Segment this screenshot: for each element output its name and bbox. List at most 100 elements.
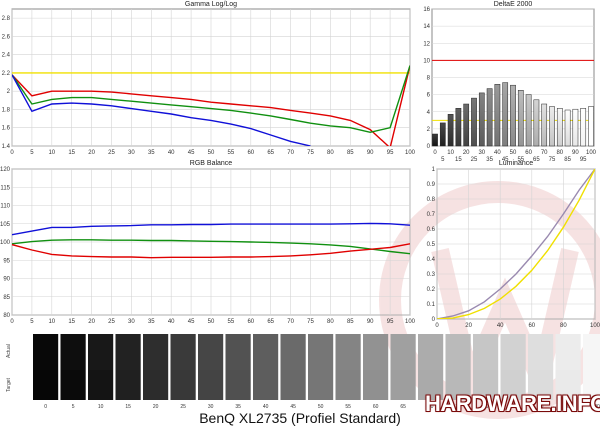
gamma-xtick-label: 60 [247, 150, 254, 156]
luminance-xtick-label: 20 [465, 323, 472, 329]
rgb-xtick-label: 60 [247, 319, 254, 325]
luminance-xtick-label: 0 [435, 323, 439, 329]
deltae-bar [439, 122, 446, 147]
rgb-xtick-label: 65 [267, 319, 274, 325]
deltae-xtick-label: 80 [556, 150, 563, 156]
gamma-ytick-label: 2.8 [2, 16, 11, 22]
deltae-bar [432, 133, 438, 147]
deltae-bar [517, 90, 524, 147]
grayscale-strip: Actual Target 0 5 10 15 20 25 30 35 40 45 50 55 60 65… [6, 334, 600, 410]
gamma-xtick-label: 80 [327, 150, 334, 156]
rgb-ytick-label: 105 [0, 222, 11, 228]
grayscale-actual-swatch [473, 334, 499, 370]
deltae-xtick-label-odd: 25 [471, 157, 478, 163]
deltae-bar [463, 103, 470, 147]
grayscale-actual-swatch [390, 334, 416, 370]
grayscale-label: 30 [208, 404, 214, 410]
gamma-ytick-label: 2 [7, 89, 11, 95]
rgb-xtick-label: 100 [405, 319, 416, 325]
deltae-xtick-label: 50 [510, 150, 517, 156]
rgb-xtick-label: 35 [148, 319, 155, 325]
rgb-xtick-label: 90 [367, 319, 374, 325]
grayscale-label: 70 [428, 404, 434, 410]
gamma-xtick-label: 55 [228, 150, 235, 156]
luminance-xtick-label: 80 [560, 323, 567, 329]
luminance-ytick-label: 0.8 [427, 197, 436, 203]
rgb-xtick-label: 70 [287, 319, 294, 325]
gamma-ytick-label: 1.4 [2, 144, 11, 150]
deltae-xtick-label-odd: 15 [455, 157, 462, 163]
grayscale-target-swatch [198, 370, 224, 400]
deltae-xtick-label: 70 [541, 150, 548, 156]
deltae-xtick-label: 20 [463, 150, 470, 156]
deltae-bar [494, 84, 501, 147]
gamma-xtick-label: 20 [88, 150, 95, 156]
grayscale-actual-swatch [33, 334, 59, 370]
luminance-title: Luminance [499, 160, 533, 167]
gamma-title: Gamma Log/Log [185, 1, 237, 8]
rgb-ytick-label: 110 [0, 204, 10, 210]
luminance-chart: Luminance 00.10.20.30.40.50.60.70.80.910… [427, 160, 600, 329]
gamma-series-green-line [12, 65, 410, 134]
grayscale-label: 45 [290, 404, 296, 410]
grayscale-actual-swatch [253, 334, 279, 370]
grayscale-target-swatch [583, 370, 600, 400]
deltae-xtick-label-odd: 45 [502, 157, 509, 163]
grayscale-label: 50 [318, 404, 324, 410]
grayscale-actual-swatch [143, 334, 169, 370]
deltae-xtick-label-odd: 75 [549, 157, 556, 163]
gamma-xtick-label: 100 [405, 150, 416, 156]
grayscale-target-swatch [115, 370, 141, 400]
grayscale-label: 5 [72, 404, 75, 410]
gamma-ytick-label: 2.2 [2, 71, 11, 77]
deltae-xtick-label: 0 [433, 150, 437, 156]
deltae-xtick-label: 60 [525, 150, 532, 156]
gamma-xtick-label: 65 [267, 150, 274, 156]
rgb-ytick-label: 95 [3, 258, 10, 264]
deltae-bar [510, 84, 516, 147]
gamma-ytick-label: 2.4 [2, 53, 11, 59]
deltae-ytick-label: 14 [423, 24, 430, 30]
grayscale-target-swatch [418, 370, 444, 400]
rgb-xtick-label: 20 [88, 319, 95, 325]
deltae-xtick-label: 100 [586, 150, 597, 156]
rgb-xtick-label: 75 [307, 319, 314, 325]
deltae-ytick-label: 6 [427, 93, 431, 99]
grayscale-label: 60 [373, 404, 379, 410]
luminance-ytick-label: 0.7 [427, 212, 436, 218]
deltae-bar [541, 103, 548, 147]
grayscale-label: 75 [455, 404, 461, 410]
hardware-info-logo: HARDWARE.INFO [425, 391, 600, 416]
rgb-ytick-label: 120 [0, 167, 11, 173]
luminance-ytick-label: 1 [432, 167, 436, 173]
deltae-ytick-label: 16 [423, 7, 430, 13]
deltae-title: DeltaE 2000 [494, 1, 533, 8]
deltae-xtick-label-odd: 55 [517, 157, 524, 163]
gamma-xtick-label: 95 [387, 150, 394, 156]
grayscale-label: 80 [483, 404, 489, 410]
gamma-xtick-label: 70 [287, 150, 294, 156]
gamma-xtick-label: 90 [367, 150, 374, 156]
rgb-xtick-label: 5 [30, 319, 34, 325]
gamma-xtick-label: 85 [347, 150, 354, 156]
grayscale-label: 15 [125, 404, 131, 410]
grayscale-target-swatch [88, 370, 114, 400]
grayscale-actual-swatch [555, 334, 581, 370]
luminance-ytick-label: 0.4 [427, 257, 436, 263]
grayscale-target-swatch [33, 370, 59, 400]
grayscale-actual-swatch [225, 334, 251, 370]
rgb-title: RGB Balance [190, 160, 233, 167]
luminance-ytick-label: 0.5 [427, 242, 436, 248]
deltae-chart: DeltaE 2000 0 2 4 6 8 10 12 14 16 0 10 20 30 40 50 60 70… [423, 1, 596, 163]
rgb-ytick-label: 90 [3, 277, 10, 283]
grayscale-actual-swatch [335, 334, 361, 370]
grayscale-label: 95 [565, 404, 571, 410]
grayscale-actual-swatch [115, 334, 141, 370]
gamma-xtick-label: 35 [148, 150, 155, 156]
gamma-series-red-line [12, 65, 410, 146]
deltae-bar [478, 92, 485, 147]
grayscale-actual-swatch [280, 334, 306, 370]
deltae-bar [502, 82, 509, 147]
grayscale-label: 90 [538, 404, 544, 410]
grayscale-target-swatch [555, 370, 581, 400]
